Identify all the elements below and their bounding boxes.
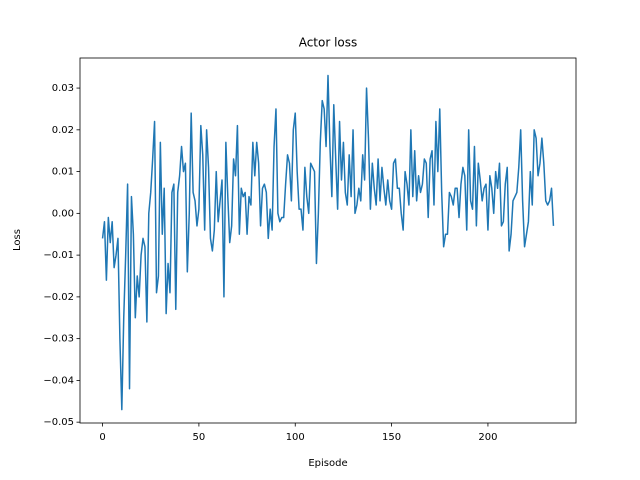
plot-frame bbox=[79, 57, 577, 424]
x-tick-label: 100 bbox=[286, 432, 305, 443]
x-tick-label: 200 bbox=[478, 432, 497, 443]
x-tick-label: 150 bbox=[382, 432, 401, 443]
data-line bbox=[101, 74, 555, 411]
y-tick-label: −0.01 bbox=[43, 250, 74, 261]
chart-title: Actor loss bbox=[299, 36, 358, 50]
y-tick-label: 0.02 bbox=[52, 125, 74, 136]
y-tick-label: 0.03 bbox=[52, 83, 74, 94]
y-axis-label: Loss bbox=[12, 229, 23, 251]
y-tick-label: 0.01 bbox=[52, 167, 74, 178]
y-tick-label: −0.02 bbox=[43, 292, 74, 303]
y-tick-label: 0.00 bbox=[52, 208, 74, 219]
y-tick-label: −0.04 bbox=[43, 375, 74, 386]
y-tick-label: −0.03 bbox=[43, 334, 74, 345]
x-tick-label: 50 bbox=[193, 432, 206, 443]
x-axis-label: Episode bbox=[308, 458, 347, 469]
y-tick-label: −0.05 bbox=[43, 417, 74, 428]
x-tick-label: 0 bbox=[99, 432, 105, 443]
